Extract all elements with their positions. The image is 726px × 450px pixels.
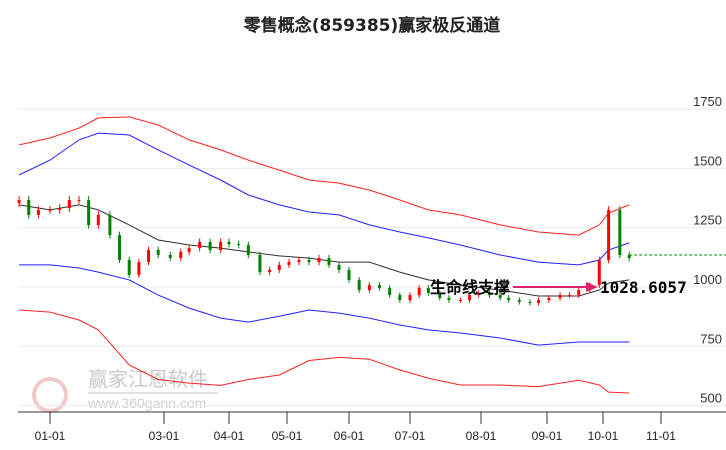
candle [297,256,301,266]
candle [58,204,62,214]
x-tick-label: 11-01 [646,429,676,443]
candle [17,196,21,208]
candle [447,295,451,303]
candle [237,240,241,249]
candle [327,254,331,269]
x-tick-label: 04-01 [214,429,245,443]
annotation-value: 1028.6057 [600,278,687,297]
candle [48,206,52,214]
candle [179,248,183,262]
x-tick-label: 07-01 [395,429,426,443]
candle [77,196,81,204]
arrowhead-icon [586,282,598,292]
y-tick-label: 1750 [693,94,722,109]
candle [67,196,71,212]
watermark-url: www.360gann.com [87,395,206,411]
y-tick-label: 1500 [693,153,722,168]
upper-inner-band [18,132,630,266]
upper-outer-band [18,116,630,236]
candle [367,282,371,293]
candle [458,297,462,303]
candle [258,251,262,276]
watermark-logo [32,377,68,413]
candle [108,211,112,239]
candle [488,290,492,298]
candle [187,244,191,256]
candle [307,256,311,266]
candle [347,266,351,283]
candle [498,292,502,301]
candle [618,206,622,259]
chart-title: 零售概念(859385)赢家极反通道 [243,15,501,36]
candle [577,287,581,298]
candle [246,241,250,259]
candle [597,256,601,288]
watermark-brand: 赢家江恩软件 [88,367,208,391]
candle [118,231,122,264]
candle [567,292,571,298]
y-tick-label: 1250 [693,213,722,228]
candle [528,299,532,306]
candle [547,295,551,303]
watermark: 赢家江恩软件 www.360gann.com [32,367,218,413]
candle [227,238,231,248]
x-tick-label: 01-01 [35,429,66,443]
candle [357,276,361,293]
lower-outer-band [19,309,630,394]
candle [208,238,212,254]
candle [558,292,562,301]
candle [607,206,611,264]
x-tick-label: 08-01 [466,429,497,443]
candle [96,211,100,229]
candle [378,282,381,291]
lifeline-support-annotation: 生命线支撑 1028.6057 [430,278,687,297]
candle [268,266,272,276]
x-tick-label: 09-01 [532,429,563,443]
candle [627,251,631,262]
candle [156,246,160,259]
x-tick-label: 03-01 [149,429,180,443]
candle [36,206,40,219]
candle [137,258,141,278]
x-tick-label: 05-01 [272,429,303,443]
candle [287,258,291,269]
candle [127,256,131,278]
candle [426,285,430,296]
candle [507,295,511,303]
candle [398,292,402,303]
candle [27,196,31,219]
candle [468,292,472,303]
x-tick-label: 10-01 [588,429,619,443]
y-tick-label: 1000 [693,272,722,287]
candle [417,285,421,298]
candle [388,285,392,298]
candle [517,297,521,305]
candle [408,292,412,303]
y-tick-label: 500 [700,391,722,406]
candle [438,290,442,301]
candle [87,196,91,229]
candle [147,246,151,266]
candle [317,254,321,266]
x-tick-label: 06-01 [334,429,365,443]
candle [219,238,223,254]
lower-inner-band [19,264,630,346]
candle [198,238,202,252]
candle [337,261,341,273]
candle [477,290,481,298]
candle [277,261,281,273]
candle [536,297,540,306]
y-tick-label: 750 [700,331,722,346]
annotation-label: 生命线支撑 [430,278,510,297]
candle [168,251,172,262]
